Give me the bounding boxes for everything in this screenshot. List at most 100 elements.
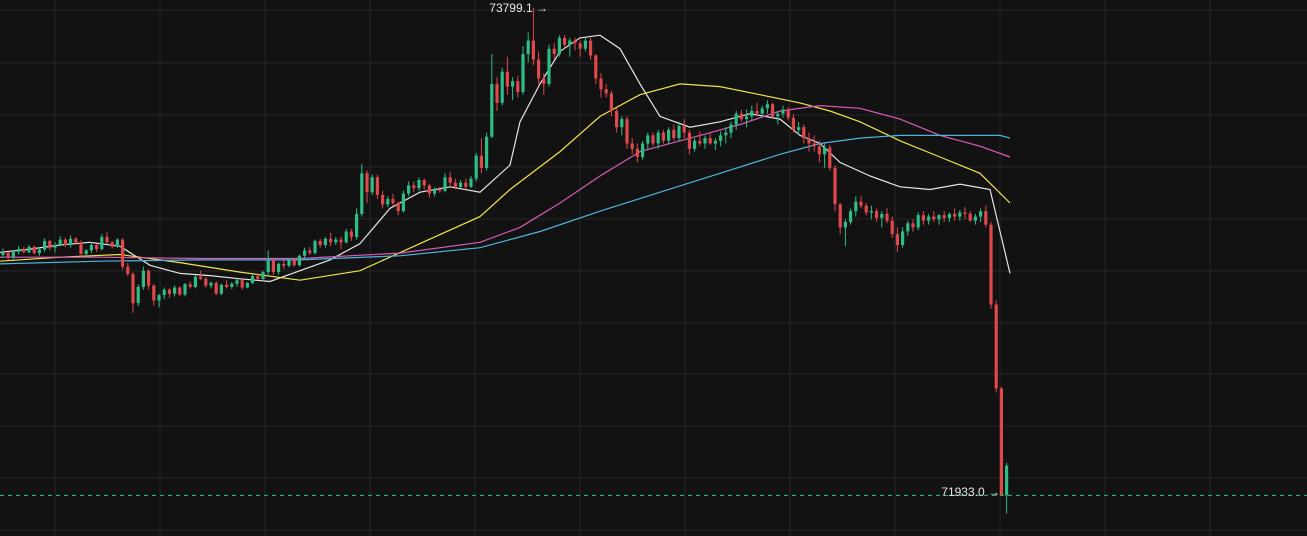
candle — [360, 163, 364, 217]
low-price-label: 71933.0 → — [941, 485, 1000, 499]
candle-body — [719, 135, 723, 141]
candle-body — [453, 182, 457, 187]
ma-line-3 — [0, 104, 1011, 260]
candle-body — [968, 213, 972, 221]
candle-body — [391, 199, 395, 204]
candle — [287, 258, 291, 268]
candle — [953, 208, 957, 221]
candle-body — [74, 238, 78, 243]
candle-body — [630, 143, 634, 149]
candle — [625, 116, 629, 149]
candle — [313, 239, 317, 255]
candle — [646, 132, 650, 149]
candle-body — [209, 282, 213, 286]
candle-body — [183, 284, 187, 295]
candle — [693, 138, 697, 152]
candle — [183, 282, 187, 297]
candle — [401, 190, 405, 213]
candle — [375, 174, 379, 199]
candle — [537, 51, 541, 84]
candle — [230, 282, 234, 290]
candle — [459, 180, 463, 189]
candle-body — [251, 276, 255, 283]
candle-body — [43, 240, 47, 250]
candle — [552, 43, 556, 60]
candle-body — [131, 274, 135, 304]
candle-body — [173, 287, 177, 294]
candle — [755, 102, 759, 117]
candle — [422, 178, 426, 190]
high-price-label: 73799.1 → — [489, 1, 548, 15]
candle-body — [355, 213, 359, 237]
candle-body — [303, 250, 307, 256]
candle — [979, 208, 983, 222]
candle — [745, 109, 749, 128]
candle-body — [204, 278, 208, 286]
candle-body — [989, 224, 993, 305]
candle-body — [765, 104, 769, 109]
candle — [277, 262, 281, 275]
candle — [386, 196, 390, 208]
candle-body — [261, 272, 265, 279]
candle-body — [911, 223, 915, 228]
candle — [947, 212, 951, 222]
candle — [214, 281, 218, 296]
candle-body — [578, 43, 582, 49]
candle — [791, 113, 795, 133]
candle — [599, 73, 603, 98]
candle-body — [22, 249, 26, 253]
candle-body — [485, 136, 489, 168]
candle-body — [370, 177, 374, 193]
candle — [505, 56, 509, 95]
candle — [526, 32, 530, 63]
candle-body — [573, 40, 577, 44]
candle — [812, 135, 816, 152]
candle-body — [927, 216, 931, 221]
candle — [828, 144, 832, 171]
candle — [381, 190, 385, 209]
candle-body — [807, 138, 811, 144]
candle — [167, 288, 171, 298]
candle-body — [833, 167, 837, 205]
candle-body — [615, 111, 619, 128]
candle — [776, 111, 780, 125]
candle-body — [100, 236, 104, 250]
candle-body — [396, 203, 400, 212]
candle-body — [375, 177, 379, 195]
candle — [370, 174, 374, 195]
candle-body — [547, 48, 551, 84]
candle-body — [875, 211, 879, 218]
candle-body — [687, 132, 691, 149]
candle — [713, 138, 717, 151]
candle-body — [672, 129, 676, 138]
candle-body — [729, 124, 733, 133]
candle — [916, 212, 920, 231]
candle — [105, 232, 109, 245]
candle — [906, 220, 910, 236]
candle — [37, 247, 41, 256]
candle — [147, 269, 151, 290]
candle — [609, 90, 613, 117]
candle — [209, 281, 213, 289]
candle-body — [235, 280, 239, 284]
candle — [438, 186, 442, 193]
candle — [1, 248, 5, 258]
candle-body — [407, 185, 411, 194]
candle — [786, 106, 790, 121]
candle — [682, 119, 686, 139]
candle-body — [277, 263, 281, 272]
candle-body — [823, 147, 827, 155]
candle — [282, 259, 286, 270]
candle-body — [797, 127, 801, 130]
candle — [89, 242, 93, 254]
candle-body — [526, 40, 530, 55]
candle-body — [724, 132, 728, 136]
candle-body — [505, 71, 509, 87]
candle — [843, 219, 847, 247]
candle — [901, 227, 905, 248]
candle-body — [552, 48, 556, 55]
candle — [407, 181, 411, 197]
candle — [193, 274, 197, 289]
candle — [453, 178, 457, 190]
